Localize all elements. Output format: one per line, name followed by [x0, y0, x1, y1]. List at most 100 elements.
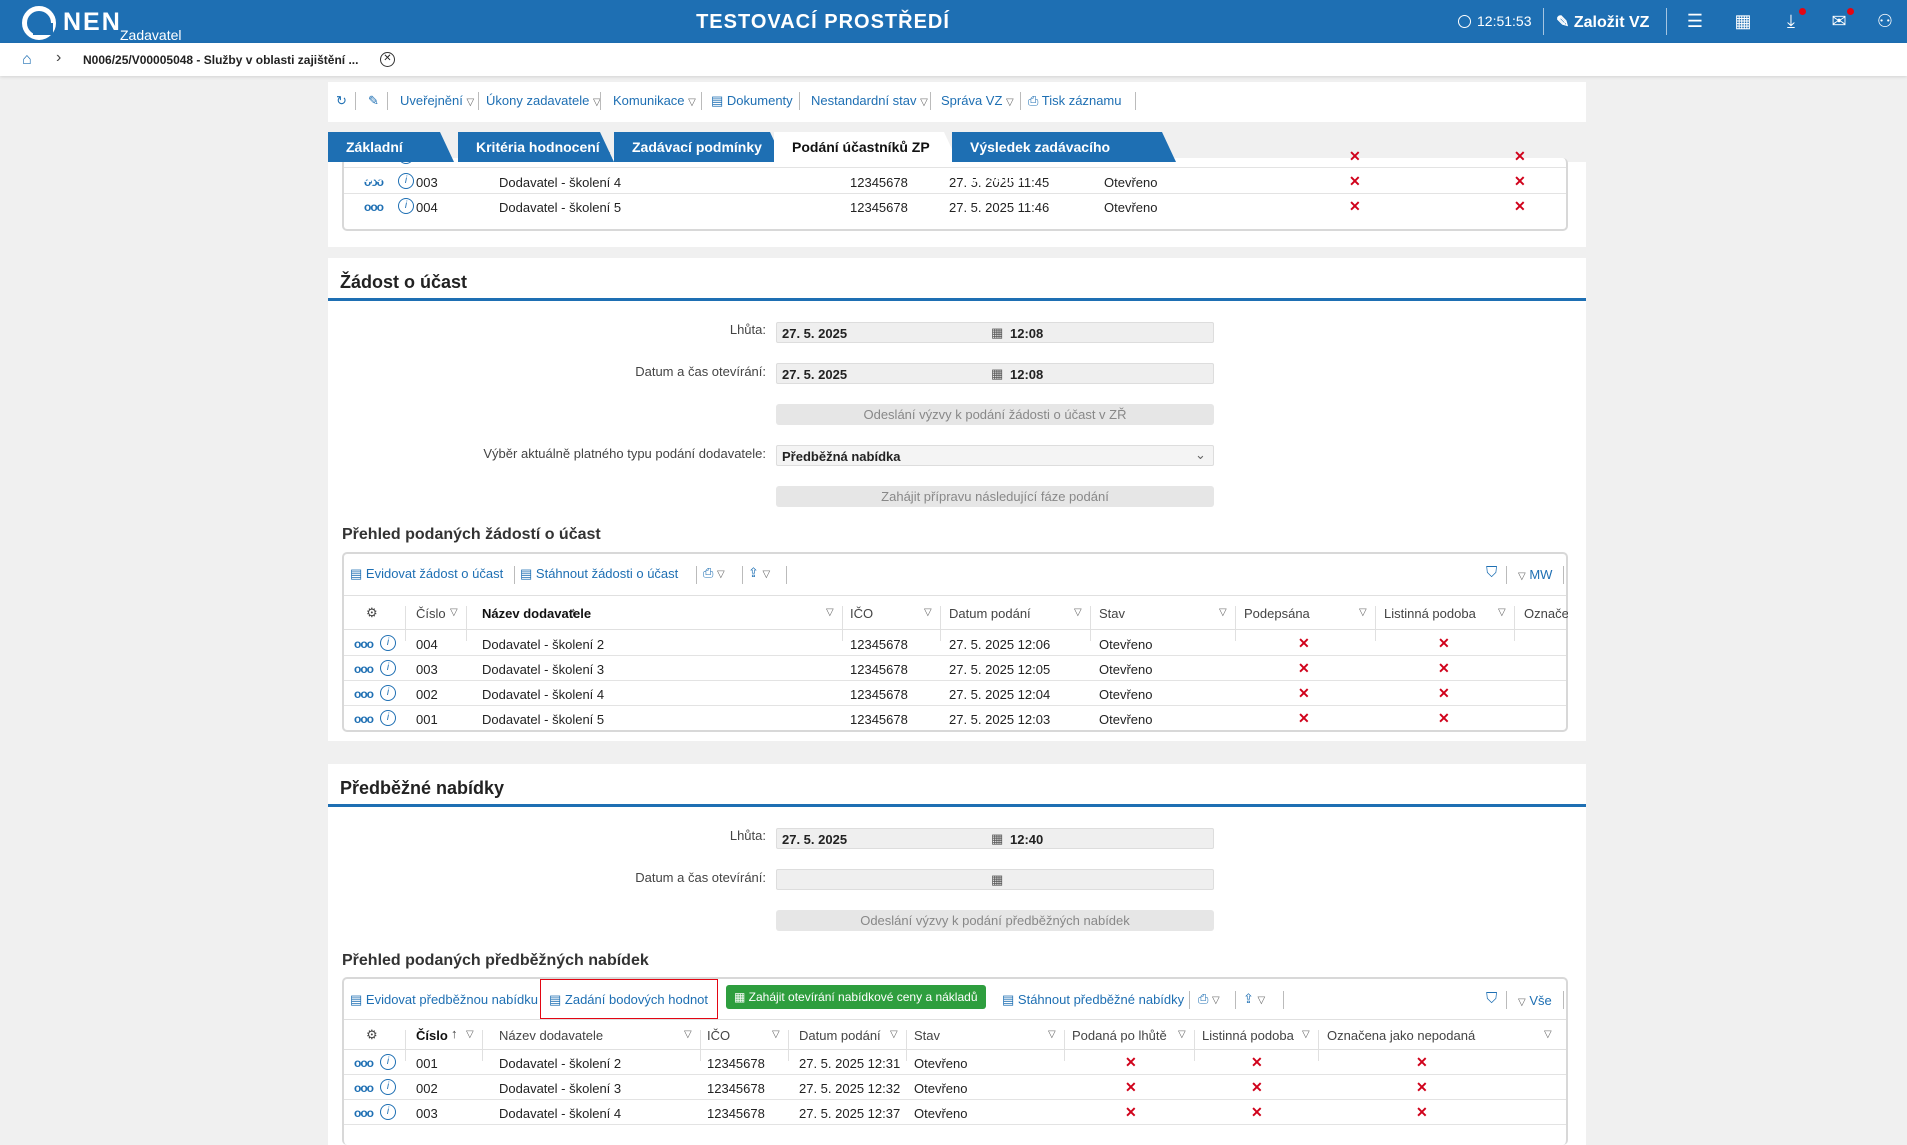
sort-icon[interactable]: ▽ — [1048, 1029, 1056, 1040]
mail-icon[interactable]: ✉ — [1828, 8, 1854, 32]
row-actions-icon[interactable]: ooo — [354, 712, 374, 726]
zahajit-pripravu-button[interactable]: Zahájit přípravu následující fáze podání — [776, 486, 1214, 507]
row-actions-icon[interactable]: ooo — [354, 1081, 374, 1095]
print-menu[interactable]: ⎙ ▽ — [1198, 991, 1220, 1006]
sort-icon[interactable]: ▽ — [450, 607, 458, 618]
stahnout-zadosti-button[interactable]: ▤ Stáhnout žádosti o účast — [520, 566, 678, 582]
view-menu[interactable]: ▽ MW — [1518, 567, 1553, 582]
menu-komunikace[interactable]: Komunikace ▽ — [613, 93, 696, 108]
breadcrumb[interactable]: N006/25/V00005048 - Služby v oblasti zaj… — [83, 53, 359, 67]
menu-icon[interactable]: ☰ — [1686, 11, 1704, 31]
table-row[interactable]: ooo i 002 Dodavatel - školení 4 12345678… — [344, 681, 1566, 706]
export-menu[interactable]: ⇪ ▽ — [748, 565, 771, 580]
col-datum[interactable]: Datum podání — [949, 606, 1031, 621]
row-actions-icon[interactable]: ooo — [354, 1056, 374, 1070]
column-settings-icon[interactable]: ⚙ — [366, 1027, 378, 1042]
row-actions-icon[interactable]: ooo — [354, 637, 374, 651]
table-row[interactable]: ooo i 001 Dodavatel - školení 2 12345678… — [344, 1050, 1566, 1075]
info-icon[interactable]: i — [398, 198, 414, 214]
home-icon[interactable]: ⌂ — [22, 51, 32, 68]
sort-icon[interactable]: ▽ — [1074, 607, 1082, 618]
info-icon[interactable]: i — [380, 1104, 396, 1120]
close-icon[interactable]: ✕ — [380, 52, 395, 67]
info-icon[interactable]: i — [380, 1079, 396, 1095]
odeslani-vyzvy-button[interactable]: Odeslání výzvy k podání předběžných nabí… — [776, 910, 1214, 931]
sort-icon[interactable]: ▽ — [826, 607, 834, 618]
info-icon[interactable]: i — [398, 173, 414, 189]
col-datum[interactable]: Datum podání — [799, 1028, 881, 1043]
lhuta-field[interactable]: 27. 5. 2025 ▦ 12:40 — [776, 828, 1214, 849]
sort-icon[interactable]: ▽ — [1544, 1029, 1552, 1040]
info-icon[interactable]: i — [380, 710, 396, 726]
sort-icon[interactable]: ▽ — [1359, 607, 1367, 618]
menu-nestandardni-stav[interactable]: Nestandardní stav ▽ — [811, 93, 928, 108]
otevirani-field[interactable]: ▦ — [776, 869, 1214, 890]
col-ico[interactable]: IČO — [707, 1028, 731, 1043]
col-podepsana[interactable]: Podepsána — [1244, 606, 1310, 621]
evidovat-zadost-button[interactable]: ▤ Evidovat žádost o účast — [350, 566, 503, 582]
menu-uverejneni[interactable]: Uveřejnění ▽ — [400, 93, 475, 108]
tab-zadavaci-podminky[interactable]: Zadávací podmínky — [614, 132, 784, 162]
filter-icon[interactable]: ⛉ — [1486, 564, 1498, 581]
table-row[interactable]: ooo i 003 Dodavatel - školení 4 12345678… — [344, 1100, 1566, 1125]
table-row[interactable]: ooo i 001 Dodavatel - školení 5 12345678… — [344, 706, 1566, 731]
download-icon[interactable]: ⤓ — [1780, 8, 1806, 32]
odeslani-vyzvy-button[interactable]: Odeslání výzvy k podání žádosti o účast … — [776, 404, 1214, 425]
user-icon[interactable]: ⚇ — [1876, 11, 1894, 31]
tab-kriteria-hodnoceni[interactable]: Kritéria hodnocení — [458, 132, 614, 162]
export-menu[interactable]: ⇪ ▽ — [1243, 991, 1266, 1006]
zadani-bodovych-hodnot-button[interactable]: ▤ Zadání bodových hodnot — [540, 979, 718, 1019]
view-menu[interactable]: ▽ Vše — [1518, 993, 1552, 1008]
calendar-icon[interactable]: ▦ — [1734, 11, 1752, 31]
tab-podani-ucastniku[interactable]: Podání účastníků ZP — [774, 132, 958, 162]
info-icon[interactable]: i — [380, 660, 396, 676]
table-row[interactable]: ooo i 004 Dodavatel - školení 2 12345678… — [344, 631, 1566, 656]
sort-icon[interactable]: ▽ — [1498, 607, 1506, 618]
row-actions-icon[interactable]: ooo — [354, 687, 374, 701]
sort-asc-icon[interactable]: ↑ — [570, 604, 577, 619]
info-icon[interactable]: i — [380, 685, 396, 701]
print-menu[interactable]: ⎙ ▽ — [703, 565, 725, 580]
sort-asc-icon[interactable]: ↑ — [451, 1026, 458, 1041]
filter-icon[interactable]: ⛉ — [1486, 990, 1498, 1007]
row-actions-icon[interactable]: ooo — [354, 1106, 374, 1120]
table-row[interactable]: ooo i 003 Dodavatel - školení 4 12345678… — [344, 169, 1566, 194]
col-nazev[interactable]: Název dodavatele — [499, 1028, 604, 1043]
sort-icon[interactable]: ▽ — [1178, 1029, 1186, 1040]
calendar-icon[interactable]: ▦ — [991, 831, 1004, 846]
stahnout-nabidky-button[interactable]: ▤ Stáhnout předběžné nabídky — [1002, 992, 1184, 1008]
info-icon[interactable]: i — [380, 1054, 396, 1070]
menu-sprava-vz[interactable]: Správa VZ ▽ — [941, 93, 1014, 108]
row-actions-icon[interactable]: ooo — [364, 200, 384, 214]
col-listinna[interactable]: Listinná podoba — [1202, 1028, 1294, 1043]
calendar-icon[interactable]: ▦ — [991, 325, 1004, 340]
otevirani-field[interactable]: 27. 5. 2025 ▦ 12:08 — [776, 363, 1214, 384]
create-vz-button[interactable]: ✎ Založit VZ — [1556, 12, 1649, 32]
logo-text[interactable]: NEN — [63, 8, 122, 36]
col-oznacena[interactable]: Označe — [1524, 606, 1568, 621]
info-icon[interactable]: i — [380, 635, 396, 651]
sort-icon[interactable]: ▽ — [466, 1029, 474, 1040]
table-row[interactable]: ooo i 003 Dodavatel - školení 3 12345678… — [344, 656, 1566, 681]
col-stav[interactable]: Stav — [914, 1028, 941, 1043]
col-oznacena[interactable]: Označena jako nepodaná — [1327, 1028, 1476, 1043]
col-ico[interactable]: IČO — [850, 606, 874, 621]
col-podana-po-lhute[interactable]: Podaná po lhůtě — [1072, 1028, 1167, 1043]
sort-icon[interactable]: ▽ — [1302, 1029, 1310, 1040]
tab-zakladni-udaje[interactable]: Základní údaje — [328, 132, 454, 185]
col-cislo[interactable]: Číslo — [416, 606, 446, 621]
sort-icon[interactable]: ▽ — [772, 1029, 780, 1040]
table-row[interactable]: ooo i 004 Dodavatel - školení 5 12345678… — [344, 194, 1566, 219]
sort-icon[interactable]: ▽ — [890, 1029, 898, 1040]
menu-tisk-zaznamu[interactable]: ⎙ Tisk záznamu — [1028, 93, 1122, 109]
sort-icon[interactable]: ▽ — [684, 1029, 692, 1040]
menu-ukony[interactable]: Úkony zadavatele ▽ — [486, 93, 601, 108]
nen-logo-icon[interactable] — [22, 6, 56, 40]
zahajit-otevirani-button[interactable]: ▦ Zahájit otevírání nabídkové ceny a nák… — [726, 985, 986, 1009]
calendar-icon[interactable]: ▦ — [991, 872, 1004, 887]
evidovat-nabidku-button[interactable]: ▤ Evidovat předběžnou nabídku — [350, 992, 538, 1008]
col-listinna[interactable]: Listinná podoba — [1384, 606, 1476, 621]
sort-icon[interactable]: ▽ — [924, 607, 932, 618]
menu-dokumenty[interactable]: ▤ Dokumenty — [711, 93, 793, 109]
column-settings-icon[interactable]: ⚙ — [366, 605, 378, 620]
